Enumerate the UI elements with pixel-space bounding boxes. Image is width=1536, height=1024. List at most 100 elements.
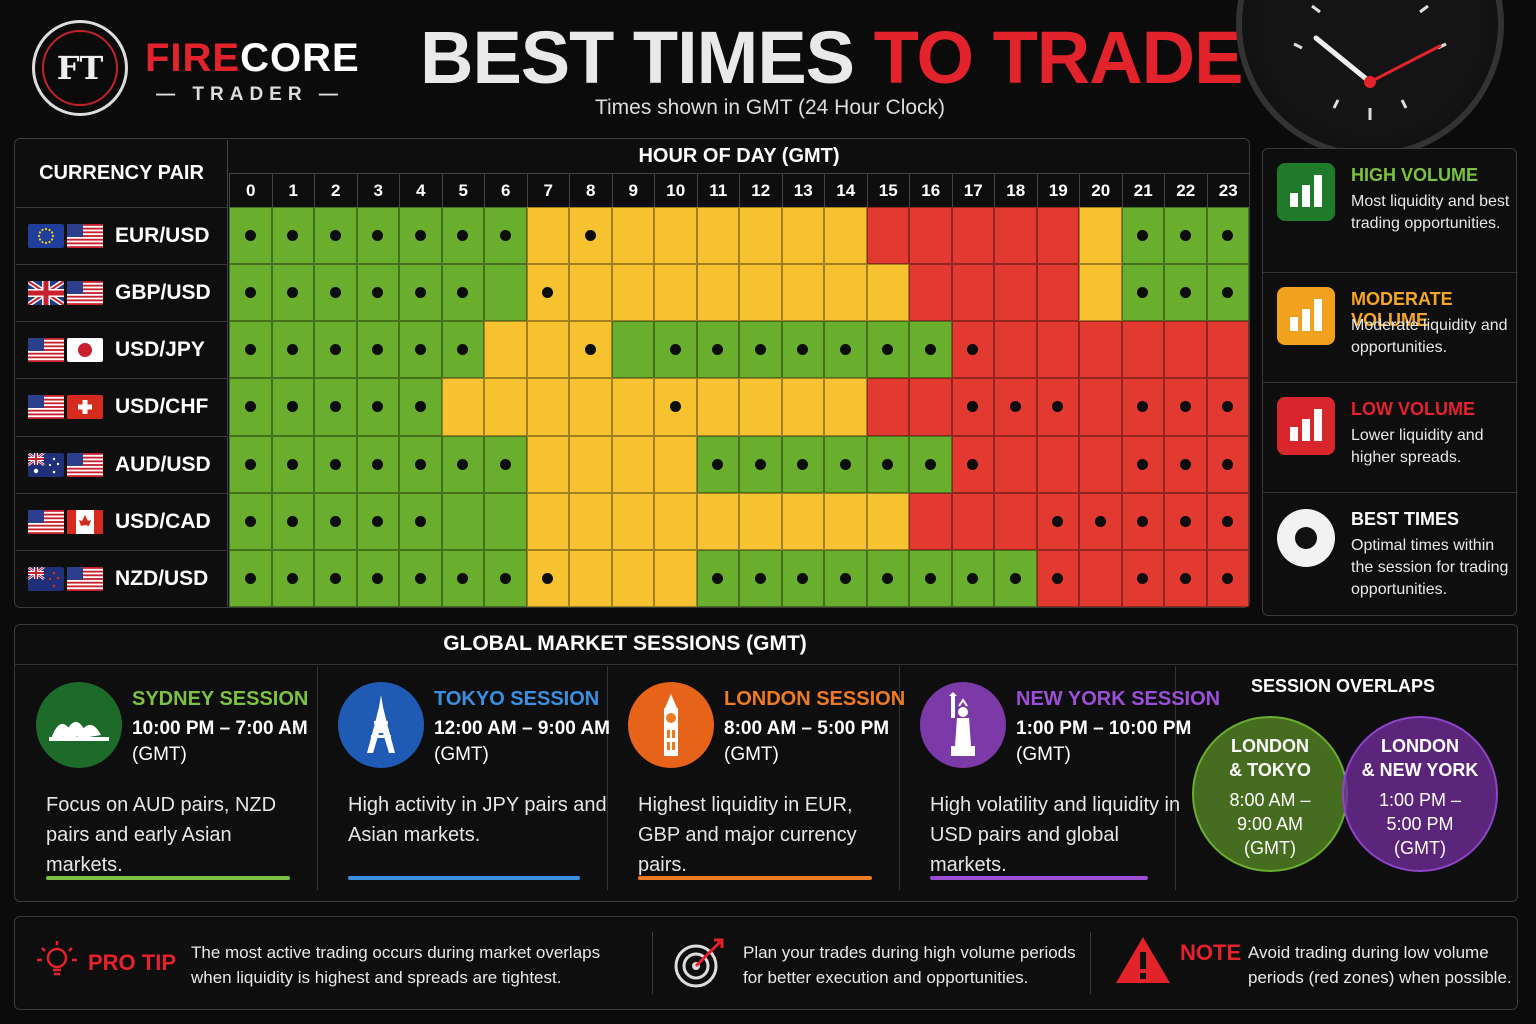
- best-time-dot: [329, 515, 341, 527]
- volume-cell: [781, 492, 824, 550]
- volume-cell: [356, 321, 399, 379]
- volume-cell: [1121, 207, 1164, 265]
- best-time-dot: [329, 344, 341, 356]
- hour-label: 4: [399, 174, 442, 207]
- clock-icon: [1236, 0, 1504, 158]
- volume-cell: [611, 264, 654, 322]
- volume-cell: [909, 492, 952, 550]
- best-time-dot: [1179, 287, 1191, 299]
- volume-cell: [484, 492, 527, 550]
- hour-label: 22: [1164, 174, 1207, 207]
- volume-cell: [526, 264, 569, 322]
- legend-title: LOW VOLUME: [1351, 399, 1475, 419]
- overlap-london-new-york: LONDON & NEW YORK 1:00 PM – 5:00 PM (GMT…: [1342, 716, 1498, 872]
- best-time-dot: [1179, 230, 1191, 242]
- currency-pair-name: AUD/USD: [115, 452, 211, 476]
- volume-cell: [824, 207, 867, 265]
- best-time-dot: [287, 458, 299, 470]
- best-time-dot: [882, 572, 894, 584]
- note-text: Avoid trading during low volume periods …: [1248, 943, 1512, 987]
- volume-cell: [1079, 435, 1122, 493]
- overlap-intersection: [1342, 736, 1348, 852]
- best-time-dot: [287, 230, 299, 242]
- volume-cell: [1121, 492, 1164, 550]
- volume-cell: [271, 321, 314, 379]
- volume-cell: [569, 378, 612, 436]
- volume-cell: [229, 492, 272, 550]
- volume-cell: [1036, 549, 1079, 607]
- best-time-dot: [414, 287, 426, 299]
- volume-cell: [611, 492, 654, 550]
- volume-cell: [1164, 549, 1207, 607]
- hour-label: 0: [229, 174, 272, 207]
- volume-cell: [356, 264, 399, 322]
- volume-cell: [314, 492, 357, 550]
- volume-cell: [1206, 435, 1249, 493]
- volume-cell: [1206, 492, 1249, 550]
- best-time-dot: [372, 230, 384, 242]
- session-color-bar: [930, 876, 1148, 880]
- volume-cell: [611, 435, 654, 493]
- volume-cell: [739, 321, 782, 379]
- best-time-dot: [1179, 515, 1191, 527]
- best-time-dot: [797, 572, 809, 584]
- best-time-dot: [1222, 515, 1234, 527]
- hour-label: 16: [909, 174, 952, 207]
- hour-label: 18: [994, 174, 1037, 207]
- volume-cell: [484, 435, 527, 493]
- volume-cell: [739, 435, 782, 493]
- us-flag: [28, 509, 64, 534]
- volume-cell: [441, 264, 484, 322]
- currency-pair-header: CURRENCY PAIR: [16, 140, 228, 208]
- best-time-dot: [584, 344, 596, 356]
- overlap-left-time2: 9:00 AM: [1236, 814, 1304, 834]
- best-time-dot: [967, 572, 979, 584]
- volume-cell: [951, 321, 994, 379]
- volume-cell: [569, 207, 612, 265]
- volume-cell: [781, 264, 824, 322]
- best-time-dot: [712, 572, 724, 584]
- hour-label: 2: [314, 174, 357, 207]
- hour-label: 9: [611, 174, 655, 207]
- session-name: NEW YORK SESSION: [1016, 688, 1221, 710]
- volume-cell: [739, 264, 782, 322]
- best-time-dot: [499, 458, 511, 470]
- best-time-dot: [542, 572, 554, 584]
- volume-cell: [356, 435, 399, 493]
- session-description: Focus on AUD pairs, NZD pairs and early …: [46, 794, 277, 876]
- volume-cell: [314, 207, 357, 265]
- volume-cell: [739, 207, 782, 265]
- hour-labels: 0 1 2 3 4 5 6 7 8 9 10 11 12 13 14 15 16 17 18 19 20 21 22 23: [229, 174, 1249, 207]
- volume-cell: [696, 264, 739, 322]
- volume-cell: [994, 264, 1037, 322]
- us-flag: [67, 281, 103, 306]
- volume-cell: [824, 549, 867, 607]
- currency-pair-row-label: USD/JPY: [16, 321, 228, 379]
- volume-cell: [1079, 207, 1122, 265]
- legend-title: MODERATE VOLUME: [1351, 289, 1453, 330]
- best-time-dot: [414, 344, 426, 356]
- volume-cell: [314, 264, 357, 322]
- page-title: BEST TIMES TO TRADE: [420, 16, 1243, 100]
- hour-label: 10: [654, 174, 697, 207]
- currency-pair-row-label: EUR/USD: [16, 207, 228, 264]
- volume-cell: [866, 549, 909, 607]
- best-time-dot: [457, 344, 469, 356]
- best-time-dot: [542, 287, 554, 299]
- session-color-bar: [638, 876, 872, 880]
- brand-name-white: CORE: [240, 36, 360, 80]
- session-description: Highest liquidity in EUR, GBP and major …: [638, 794, 857, 876]
- volume-cell: [1164, 321, 1207, 379]
- hour-label: 3: [356, 174, 400, 207]
- volume-cell: [951, 207, 994, 265]
- jp-flag: [67, 338, 103, 363]
- volume-heatmap: [229, 207, 1249, 607]
- hour-of-day-header: HOUR OF DAY (GMT): [229, 140, 1249, 174]
- volume-cell: [356, 492, 399, 550]
- best-time-dot: [287, 572, 299, 584]
- session-card: NEW YORK SESSION 1:00 PM – 10:00 PM (GMT) H…: [900, 666, 1220, 890]
- volume-cell: [951, 435, 994, 493]
- hour-label: 6: [484, 174, 527, 207]
- volume-cell: [696, 321, 739, 379]
- best-time-dot: [372, 287, 384, 299]
